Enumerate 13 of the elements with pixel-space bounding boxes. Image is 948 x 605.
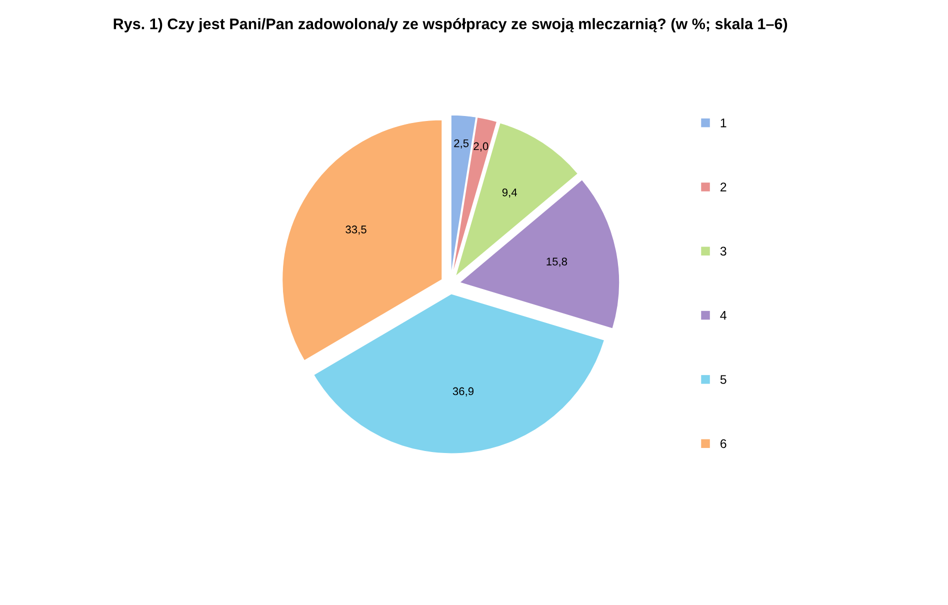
legend-label: 1 [720,118,726,128]
data-label: 2,0 [474,142,488,152]
legend-label: 5 [720,375,726,384]
data-label: 36,9 [452,387,474,396]
chart-title: Rys. 1) Czy jest Pani/Pan zadowolona/y ze współpracy ze swoją mleczarnią? (w %; skala 1–6) [114,18,788,32]
data-label: 9,4 [502,188,517,198]
data-label: 15,8 [546,258,568,267]
data-label: 33,5 [346,226,366,235]
legend-label: 4 [720,311,726,320]
legend-label: 3 [720,246,726,256]
legend-label: 6 [720,439,726,448]
legend-label: 2 [720,182,726,192]
data-label: 2,5 [454,139,469,149]
